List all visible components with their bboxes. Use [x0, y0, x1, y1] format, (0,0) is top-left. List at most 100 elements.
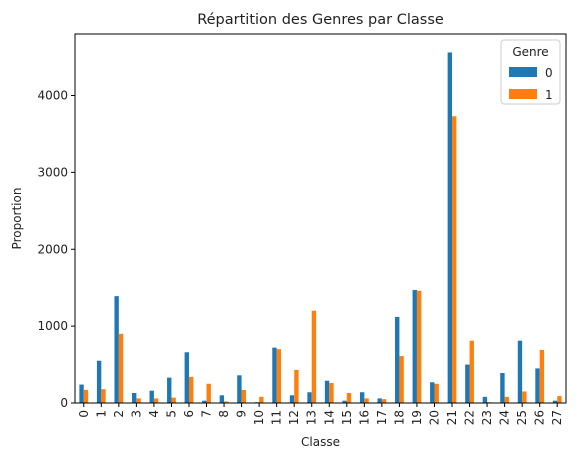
x-tick-label-20: 20	[427, 410, 441, 425]
x-tick-label-11: 11	[270, 410, 284, 425]
bar-series-0-class-12	[289, 395, 295, 403]
y-tick-label-3000: 3000	[37, 165, 68, 179]
bar-series-1-class-11	[276, 349, 282, 403]
x-tick-label-0: 0	[77, 410, 91, 418]
bar-series-0-class-3	[131, 393, 137, 403]
bar-series-0-class-11	[272, 347, 277, 403]
bar-series-1-class-15	[346, 393, 352, 403]
bar-series-1-class-13	[311, 310, 317, 403]
bar-series-1-class-8	[224, 401, 229, 403]
x-tick-label-27: 27	[550, 410, 564, 425]
bar-series-1-class-1	[101, 389, 106, 403]
x-tick-label-10: 10	[252, 410, 266, 425]
bar-series-0-class-23	[482, 396, 488, 403]
bar-series-1-class-26	[539, 349, 545, 403]
bar-series-1-class-17	[381, 399, 387, 403]
bar-series-1-class-19	[416, 290, 422, 403]
legend-label-1: 1	[545, 88, 553, 102]
x-tick-label-3: 3	[129, 410, 143, 418]
bar-series-0-class-17	[377, 398, 382, 403]
bar-series-0-class-4	[149, 390, 154, 403]
bar-series-1-class-0	[83, 389, 89, 403]
bar-series-1-class-20	[434, 383, 439, 403]
bar-series-0-class-22	[465, 364, 470, 403]
bar-series-0-class-18	[395, 316, 400, 403]
x-tick-label-15: 15	[340, 410, 354, 425]
bar-series-0-class-16	[359, 392, 365, 403]
bar-series-1-class-16	[364, 398, 369, 403]
bar-series-0-class-13	[307, 392, 312, 403]
x-tick-label-8: 8	[217, 410, 231, 418]
y-axis-label: Proportion	[10, 188, 24, 250]
y-tick-label-4000: 4000	[37, 89, 68, 103]
bar-series-0-class-14	[324, 380, 330, 403]
bar-series-0-class-2	[114, 296, 119, 403]
x-ticks: 0 1 2 3 4 5 6 7 8 9 10 11 12 13 14 15 16 17 18 19 20 21 22 23 24…	[77, 403, 564, 425]
x-tick-label-23: 23	[480, 410, 494, 425]
x-tick-label-16: 16	[357, 410, 371, 425]
x-tick-label-24: 24	[498, 410, 512, 425]
x-tick-label-1: 1	[94, 410, 108, 418]
bar-series-1-class-4	[153, 398, 159, 403]
bar-series-0-class-20	[430, 382, 435, 403]
bar-series-1-class-21	[452, 116, 457, 403]
legend-swatch-1	[509, 89, 537, 99]
y-tick-label-0: 0	[60, 396, 68, 410]
x-tick-label-4: 4	[147, 410, 161, 418]
bar-series-1-class-22	[469, 340, 474, 403]
bar-series-0-class-9	[237, 375, 242, 403]
x-tick-label-19: 19	[410, 410, 424, 425]
bar-series-1-class-6	[188, 376, 194, 403]
x-tick-label-14: 14	[322, 410, 336, 425]
x-tick-label-13: 13	[305, 410, 319, 425]
bars-group	[79, 52, 562, 403]
x-tick-label-6: 6	[182, 410, 196, 418]
x-tick-label-7: 7	[200, 410, 214, 418]
legend-title: Genre	[512, 45, 548, 59]
x-tick-label-22: 22	[463, 410, 477, 425]
x-tick-label-12: 12	[287, 410, 301, 425]
bar-series-1-class-2	[118, 333, 124, 403]
bar-series-1-class-27	[557, 396, 562, 403]
bar-series-1-class-14	[329, 383, 334, 403]
bar-series-0-class-5	[167, 377, 172, 403]
plot-frame	[74, 33, 567, 404]
legend-swatch-0	[509, 67, 537, 77]
bar-series-0-class-6	[184, 352, 189, 403]
bar-series-1-class-24	[504, 396, 510, 403]
bar-series-0-class-19	[412, 289, 417, 403]
x-tick-label-5: 5	[164, 410, 178, 418]
bar-series-0-class-1	[96, 360, 102, 403]
chart-title: Répartition des Genres par Classe	[197, 12, 444, 28]
x-tick-label-9: 9	[235, 410, 249, 418]
x-tick-label-26: 26	[533, 410, 547, 425]
x-tick-label-17: 17	[375, 410, 389, 425]
bar-series-0-class-27	[552, 400, 558, 403]
x-tick-label-25: 25	[515, 410, 529, 425]
bar-series-1-class-10	[259, 396, 264, 403]
bar-series-0-class-21	[447, 52, 453, 403]
bar-series-1-class-5	[171, 397, 176, 403]
bar-series-1-class-18	[399, 356, 404, 403]
bar-series-0-class-26	[535, 368, 540, 403]
bar-series-1-class-25	[522, 391, 527, 403]
bar-series-1-class-9	[241, 389, 246, 403]
y-tick-label-2000: 2000	[37, 242, 68, 256]
y-ticks: 0 1000 2000 3000 4000	[37, 89, 75, 410]
bar-series-0-class-25	[517, 340, 523, 403]
y-tick-label-1000: 1000	[37, 319, 68, 333]
x-tick-label-21: 21	[445, 410, 459, 425]
legend: Genre 0 1	[500, 39, 561, 105]
x-tick-label-2: 2	[112, 410, 126, 418]
bar-series-1-class-7	[206, 383, 211, 403]
x-tick-label-18: 18	[392, 410, 406, 425]
x-axis-label: Classe	[301, 435, 340, 449]
bar-series-0-class-7	[202, 400, 207, 403]
legend-label-0: 0	[545, 66, 553, 80]
bar-series-0-class-0	[79, 384, 84, 403]
bar-series-0-class-8	[219, 395, 225, 403]
bar-series-0-class-24	[500, 373, 505, 403]
bar-series-1-class-3	[136, 398, 141, 403]
bar-series-1-class-12	[294, 369, 299, 403]
